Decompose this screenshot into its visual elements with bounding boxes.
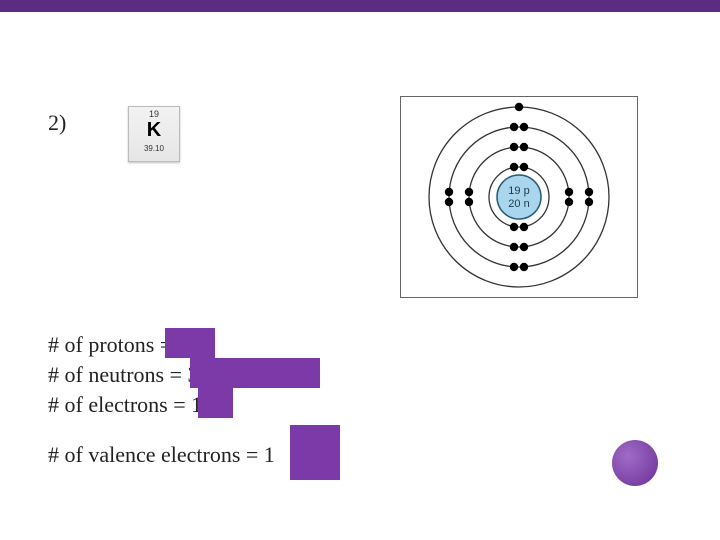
- cover-box-protons: [165, 328, 215, 358]
- svg-text:19 p: 19 p: [508, 185, 529, 197]
- bohr-svg: 19 p20 n: [419, 97, 619, 297]
- slide-accent-bar: [0, 0, 720, 12]
- svg-text:20 n: 20 n: [508, 198, 529, 210]
- element-atomic-number: 19: [129, 107, 179, 119]
- bohr-diagram: 19 p20 n: [400, 96, 638, 298]
- electrons-row: # of electrons = 19: [48, 390, 213, 420]
- periodic-element-tile: 19 K 39.10: [128, 106, 180, 162]
- cover-box-valence: [290, 425, 340, 480]
- cover-box-neutrons: [190, 358, 320, 388]
- valence-row: # of valence electrons = 1: [48, 442, 275, 468]
- neutrons-row: # of neutrons = 39: [48, 360, 213, 390]
- slide-accent-circle: [612, 440, 658, 486]
- question-number: 2): [48, 110, 66, 136]
- cover-box-electrons: [198, 388, 233, 418]
- element-symbol: K: [129, 119, 179, 141]
- element-mass: 39.10: [129, 141, 179, 153]
